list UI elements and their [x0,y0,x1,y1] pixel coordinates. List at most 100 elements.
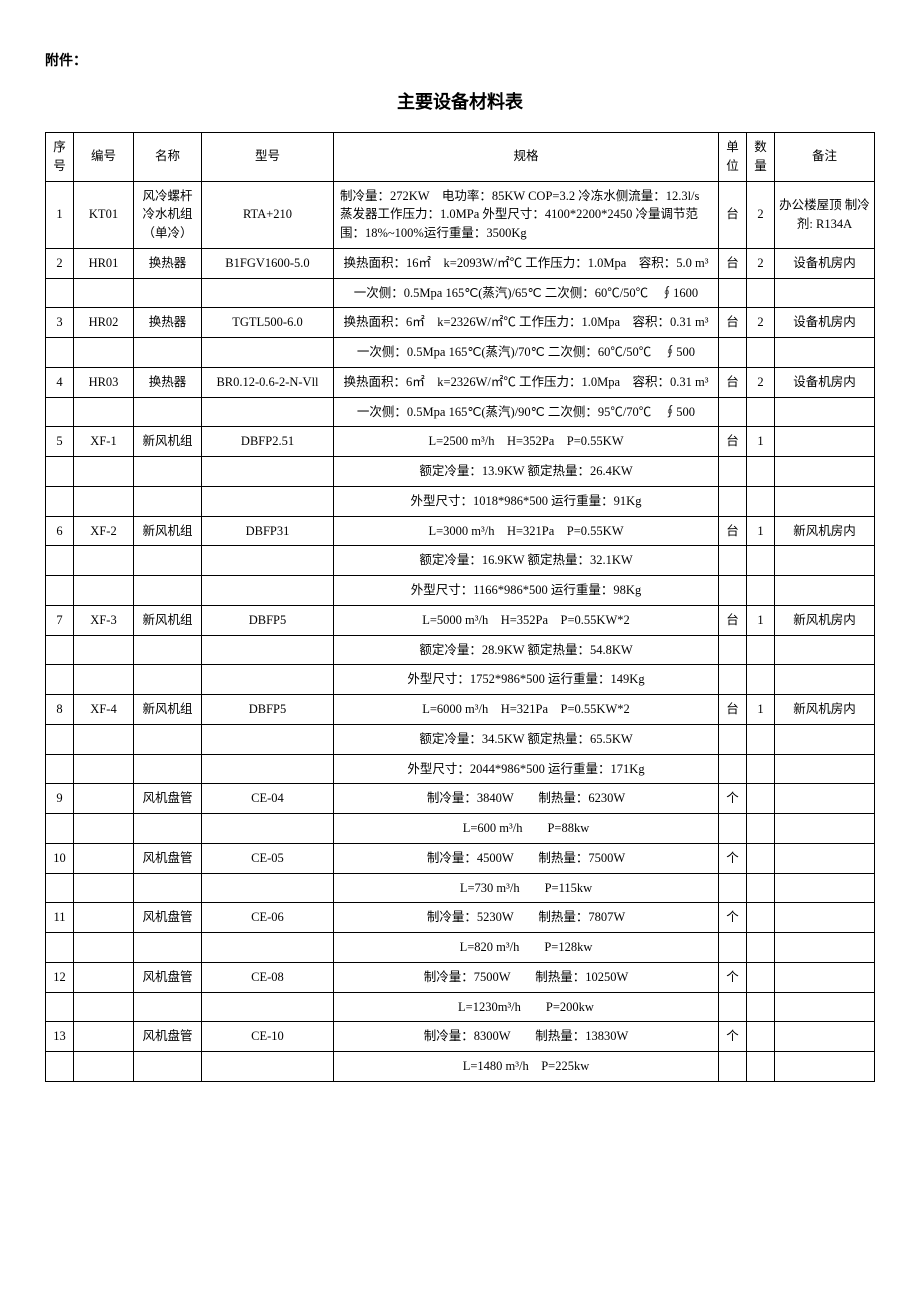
cell-qty [747,903,775,933]
cell-seq: 8 [46,695,74,725]
cell-unit [719,338,747,368]
table-row: L=1480 m³/h P=225kw [46,1052,875,1082]
attachment-label: 附件： [45,50,875,70]
cell-name [134,724,202,754]
cell-seq: 7 [46,605,74,635]
cell-spec: 一次侧：0.5Mpa 165℃(蒸汽)/90℃ 二次侧：95℃/70℃ ∮500 [334,397,719,427]
cell-unit: 个 [719,1022,747,1052]
header-remark: 备注 [775,133,875,182]
cell-model [202,1052,334,1082]
cell-code [74,338,134,368]
table-row: 一次侧：0.5Mpa 165℃(蒸汽)/70℃ 二次侧：60℃/50℃ ∮500 [46,338,875,368]
cell-unit [719,814,747,844]
cell-qty [747,1052,775,1082]
cell-seq [46,873,74,903]
cell-spec: L=3000 m³/h H=321Pa P=0.55KW [334,516,719,546]
cell-code [74,486,134,516]
cell-name: 风机盘管 [134,962,202,992]
cell-name [134,1052,202,1082]
cell-remark [775,278,875,308]
cell-code [74,933,134,963]
cell-code: HR01 [74,248,134,278]
table-row: 9风机盘管CE-04制冷量：3840W 制热量：6230W个 [46,784,875,814]
cell-seq: 13 [46,1022,74,1052]
cell-code: XF-2 [74,516,134,546]
cell-name [134,754,202,784]
table-row: 额定冷量：28.9KW 额定热量：54.8KW [46,635,875,665]
cell-spec: L=2500 m³/h H=352Pa P=0.55KW [334,427,719,457]
cell-seq [46,338,74,368]
cell-unit [719,635,747,665]
cell-spec: 换热面积：16㎡ k=2093W/㎡℃ 工作压力：1.0Mpa 容积：5.0 m… [334,248,719,278]
cell-name [134,546,202,576]
cell-unit: 个 [719,903,747,933]
cell-name [134,814,202,844]
cell-spec: L=6000 m³/h H=321Pa P=0.55KW*2 [334,695,719,725]
cell-seq: 10 [46,843,74,873]
header-seq: 序号 [46,133,74,182]
cell-spec: 制冷量：7500W 制热量：10250W [334,962,719,992]
table-row: 额定冷量：13.9KW 额定热量：26.4KW [46,457,875,487]
header-qty: 数量 [747,133,775,182]
cell-remark [775,546,875,576]
cell-unit [719,992,747,1022]
cell-spec: L=600 m³/h P=88kw [334,814,719,844]
equipment-table: 序号 编号 名称 型号 规格 单位 数量 备注 1KT01风冷螺杆冷水机组（单冷… [45,132,875,1082]
cell-remark [775,338,875,368]
cell-seq [46,397,74,427]
table-row: 13风机盘管CE-10制冷量：8300W 制热量：13830W个 [46,1022,875,1052]
cell-qty [747,962,775,992]
cell-code [74,754,134,784]
cell-seq: 6 [46,516,74,546]
cell-code: XF-1 [74,427,134,457]
cell-qty [747,873,775,903]
cell-spec: 一次侧：0.5Mpa 165℃(蒸汽)/70℃ 二次侧：60℃/50℃ ∮500 [334,338,719,368]
cell-remark [775,724,875,754]
cell-name [134,457,202,487]
cell-seq [46,457,74,487]
table-row: L=1230m³/h P=200kw [46,992,875,1022]
cell-model [202,576,334,606]
cell-name: 新风机组 [134,605,202,635]
cell-name: 风机盘管 [134,784,202,814]
cell-code [74,665,134,695]
cell-qty [747,933,775,963]
table-row: 额定冷量：16.9KW 额定热量：32.1KW [46,546,875,576]
cell-qty [747,338,775,368]
cell-code [74,843,134,873]
table-row: 外型尺寸：1018*986*500 运行重量：91Kg [46,486,875,516]
cell-remark: 设备机房内 [775,367,875,397]
cell-model: CE-06 [202,903,334,933]
cell-seq [46,486,74,516]
header-unit: 单位 [719,133,747,182]
cell-model [202,992,334,1022]
cell-code [74,397,134,427]
cell-remark [775,1052,875,1082]
cell-name: 换热器 [134,367,202,397]
cell-model [202,486,334,516]
cell-seq: 1 [46,181,74,248]
cell-spec: 制冷量：3840W 制热量：6230W [334,784,719,814]
table-row: 外型尺寸：2044*986*500 运行重量：171Kg [46,754,875,784]
cell-unit: 台 [719,695,747,725]
table-row: 2HR01换热器B1FGV1600-5.0换热面积：16㎡ k=2093W/㎡℃… [46,248,875,278]
cell-name: 风冷螺杆冷水机组（单冷） [134,181,202,248]
cell-qty: 2 [747,181,775,248]
cell-model: DBFP31 [202,516,334,546]
table-row: 8XF-4新风机组DBFP5L=6000 m³/h H=321Pa P=0.55… [46,695,875,725]
table-row: 一次侧：0.5Mpa 165℃(蒸汽)/65℃ 二次侧：60℃/50℃ ∮160… [46,278,875,308]
cell-qty: 2 [747,248,775,278]
cell-code [74,903,134,933]
cell-name: 换热器 [134,308,202,338]
cell-spec: 制冷量：4500W 制热量：7500W [334,843,719,873]
cell-code: HR03 [74,367,134,397]
cell-model [202,635,334,665]
cell-seq [46,992,74,1022]
cell-name: 风机盘管 [134,843,202,873]
cell-unit: 个 [719,962,747,992]
cell-qty: 1 [747,516,775,546]
cell-unit [719,397,747,427]
table-row: 1KT01风冷螺杆冷水机组（单冷）RTA+210制冷量：272KW 电功率：85… [46,181,875,248]
cell-unit: 台 [719,605,747,635]
cell-spec: 制冷量：8300W 制热量：13830W [334,1022,719,1052]
